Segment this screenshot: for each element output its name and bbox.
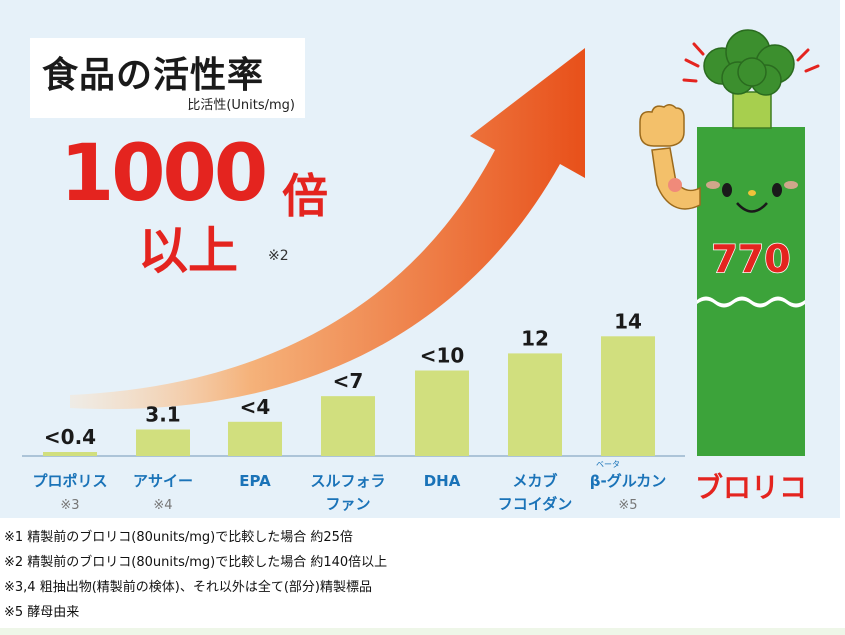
mascot-fist xyxy=(639,104,685,147)
bar-3 xyxy=(321,396,375,456)
category-note-1: ※4 xyxy=(153,498,172,513)
bar-1 xyxy=(136,429,190,456)
category-label-1: アサイー xyxy=(133,472,193,490)
excite-dash-left-3 xyxy=(682,78,698,83)
bar-2 xyxy=(228,421,282,456)
value-label-6: 14 xyxy=(614,309,642,333)
mascot-cheek-right xyxy=(784,181,798,189)
category-label-5-line2: フコイダン xyxy=(498,495,572,513)
category-label-2: EPA xyxy=(239,472,271,490)
headline-unit: 倍 xyxy=(282,169,328,223)
footnote-3: ※3,4 粗抽出物(精製前の検体)、それ以外は全て(部分)精製標品 xyxy=(4,580,372,595)
excite-dash-left-2 xyxy=(692,42,705,56)
value-label-0: <0.4 xyxy=(44,425,96,449)
chart-title: 食品の活性率 xyxy=(42,55,265,96)
bottom-strip xyxy=(0,628,845,635)
chart-subtitle: 比活性(Units/mg) xyxy=(187,98,295,113)
headline-line2: 以上 xyxy=(138,222,238,280)
value-label-2: <4 xyxy=(240,395,271,419)
mascot-cheek-left xyxy=(706,181,720,189)
mascot-arm xyxy=(651,147,701,210)
category-label-5-line1: メカブ xyxy=(512,472,557,490)
category-label-6: β-グルカン xyxy=(590,472,667,490)
mascot-bicep-blush xyxy=(668,178,682,192)
broccoli-floret-5 xyxy=(737,57,767,87)
category-note-0: ※3 xyxy=(60,498,79,513)
footnote-2: ※2 精製前のブロリコ(80units/mg)で比較した場合 約140倍以上 xyxy=(4,555,388,570)
value-label-4: <10 xyxy=(420,344,465,368)
title-box: 食品の活性率 比活性(Units/mg) xyxy=(30,38,305,118)
bar-4 xyxy=(415,370,469,456)
growth-arrow xyxy=(70,48,585,410)
category-label-3-line2: ファン xyxy=(325,495,370,513)
mascot-eye-right xyxy=(772,183,782,197)
footnote-4: ※5 酵母由来 xyxy=(4,605,80,620)
bar-0 xyxy=(43,452,97,456)
bar-wave xyxy=(697,296,805,308)
footnote-1: ※1 精製前のブロリコ(80units/mg)で比較した場合 約25倍 xyxy=(4,530,353,545)
value-label-1: 3.1 xyxy=(145,402,180,426)
mascot-eye-left xyxy=(722,183,732,197)
category-label-3-line1: スルフォラ xyxy=(310,472,385,490)
value-label-3: <7 xyxy=(333,369,364,393)
bar-5 xyxy=(508,353,562,456)
excite-dash-right-2 xyxy=(804,64,820,73)
excite-dash-right-1 xyxy=(796,48,810,62)
value-label-5: 12 xyxy=(521,326,549,350)
mascot-nose xyxy=(748,190,756,196)
headline-multiplier: 1000 xyxy=(60,129,268,219)
mascot-mouth xyxy=(736,202,768,213)
bar-6 xyxy=(601,336,655,456)
value-label-7: 770 xyxy=(711,237,790,281)
broccoli-stem xyxy=(732,91,772,129)
category-label-0: プロポリス xyxy=(32,472,107,490)
broccoli-mascot-icon xyxy=(682,29,820,129)
headline-note: ※2 xyxy=(268,248,289,264)
category-label-7: ブロリコ xyxy=(695,471,807,504)
excite-dash-left-1 xyxy=(684,58,700,68)
category-ruby-6: ベータ xyxy=(596,460,620,469)
category-note-6: ※5 xyxy=(618,498,637,513)
category-label-4: DHA xyxy=(424,472,461,490)
bar-7 xyxy=(697,127,805,456)
